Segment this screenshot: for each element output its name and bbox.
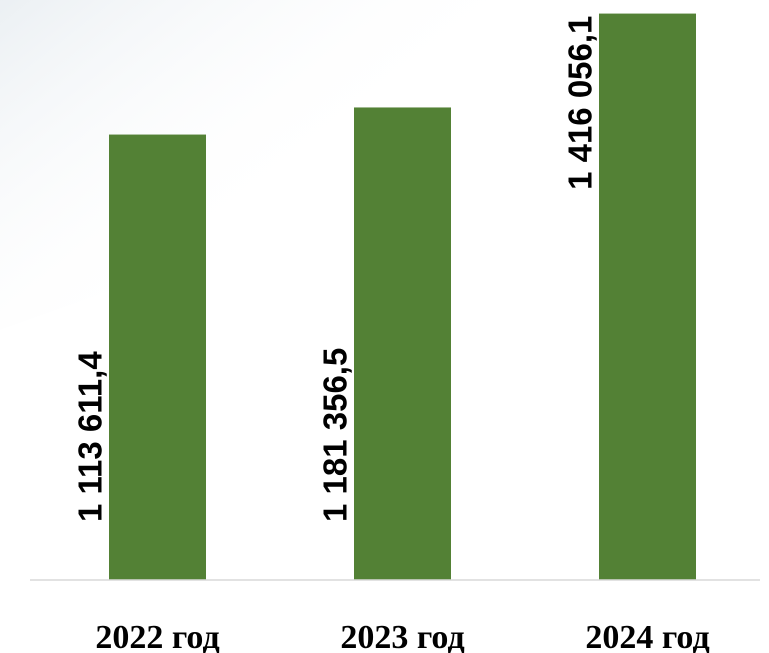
category-label: 2022 год	[95, 619, 219, 653]
bars-layer	[109, 13, 696, 581]
bar-2	[354, 107, 451, 580]
category-label: 2024 год	[585, 619, 709, 653]
bar-value-label: 1 181 356,5	[317, 348, 354, 522]
category-labels-layer: 2022 год 2023 год 2024 год	[95, 619, 709, 653]
bar-value-label: 1 113 611,4	[72, 351, 109, 522]
bar-value-label: 1 416 056,1	[562, 16, 599, 190]
bar-3	[599, 13, 696, 580]
category-label: 2023 год	[340, 619, 464, 653]
value-labels-layer: 1 113 611,4 1 181 356,5 1 416 056,1	[72, 16, 599, 522]
bar-1	[109, 134, 206, 581]
